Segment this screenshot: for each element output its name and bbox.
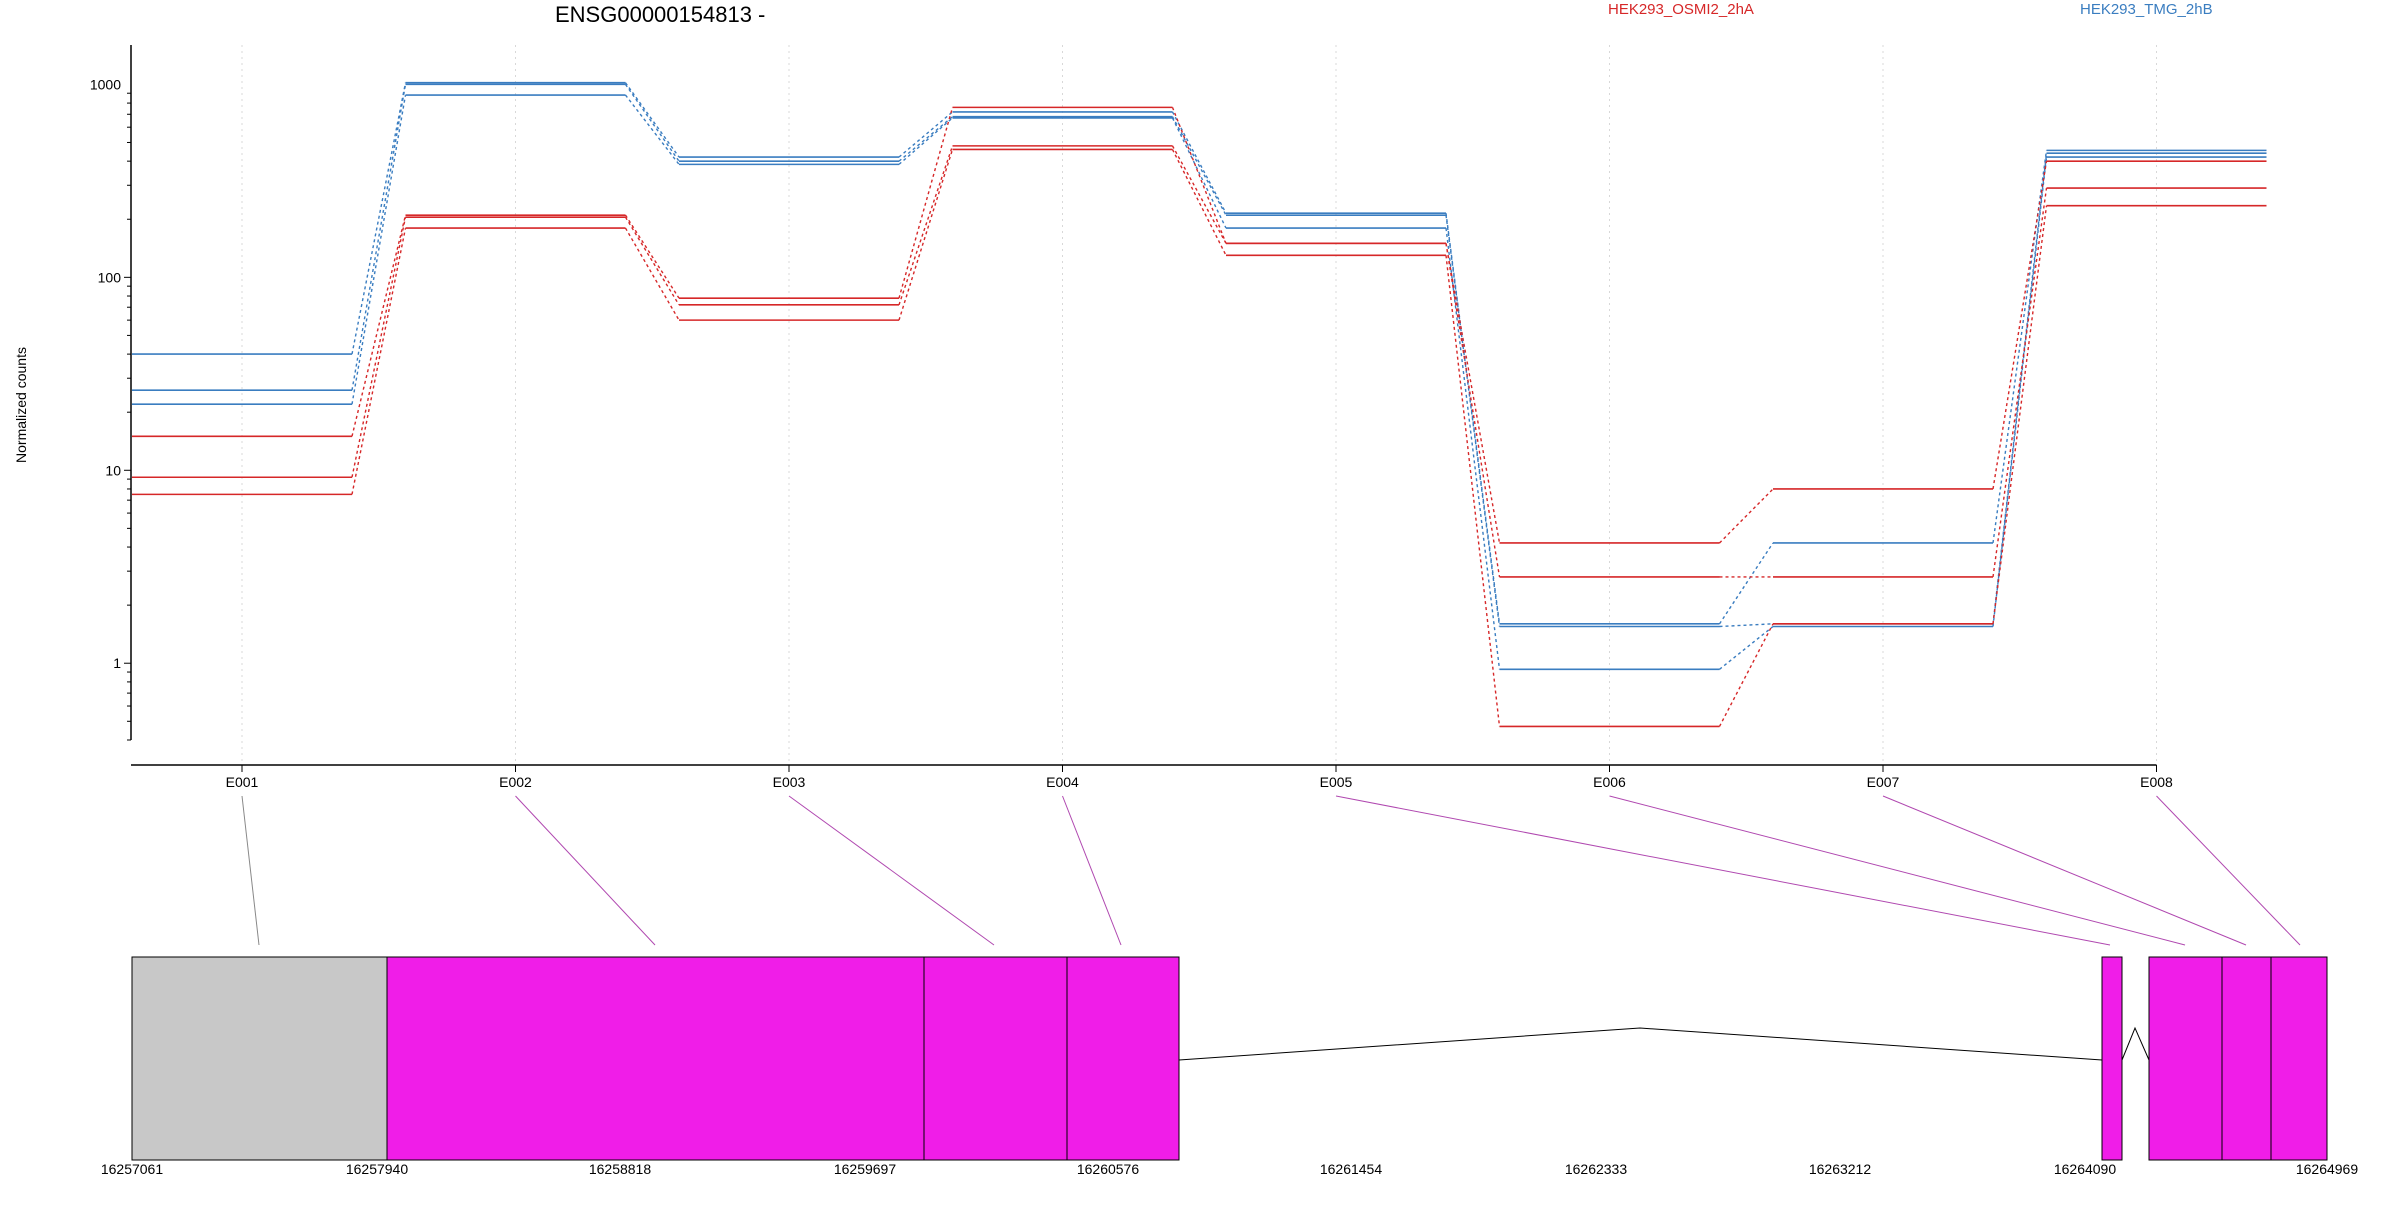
exon-box-e002 [386,956,925,1161]
series-connector [624,227,680,321]
series-connector [898,117,953,165]
exon-box-e008 [2270,956,2328,1161]
series-connector [624,94,680,165]
series-connector [1445,227,1501,670]
coord-label: 16259697 [834,1161,897,1177]
series-connector [1992,161,2048,490]
exon-box-e003 [923,956,1068,1161]
y-tick-label: 1 [113,655,121,671]
coord-label: 16260576 [1077,1161,1140,1177]
x-tick-label-e002: E002 [499,774,532,790]
series-lines [132,81,2267,728]
series-connector [898,149,954,321]
series-connector [351,84,407,391]
exon-box-e004 [1066,956,1180,1161]
series-connector [351,94,407,405]
series-connector [898,107,954,299]
x-tick-label-e007: E007 [1867,774,1900,790]
series-connector [1171,145,1227,244]
coord-label: 16258818 [589,1161,652,1177]
series-1 [132,81,2267,625]
series-connector [1992,156,2048,627]
coord-label: 16262333 [1565,1161,1628,1177]
connector-e006 [1609,795,2186,946]
series-connector [351,217,407,478]
series-connector [1171,116,1227,216]
series-connector [351,214,407,437]
intron-line [2121,1026,2150,1061]
series-connector [351,82,407,355]
series-connector [1171,149,1227,256]
y-tick-label: 100 [98,269,122,285]
series-connector [1719,488,1774,544]
gene-model: 16257061 16257940 16258818 16259697 16260576… [101,956,2359,1177]
series-connector [1992,205,2048,624]
series-connector [1718,623,1774,727]
series-connector [624,216,680,306]
legend-label-tmg: HEK293_TMG_2hB [2080,1,2213,18]
series-connector [1445,243,1501,578]
series-connector [1445,255,1501,727]
connector-e007 [1882,795,2247,946]
y-axis-label: Normalized counts [13,347,29,463]
series-connector [1171,107,1227,244]
series-5 [132,145,2267,578]
series-connector [624,83,680,162]
series-connector [1445,243,1501,544]
series-connector [624,82,680,158]
exon-box-e005 [2101,956,2123,1161]
coord-label: 16263212 [1809,1161,1872,1177]
coord-label: 16264090 [2054,1161,2117,1177]
series-connector [624,214,680,299]
x-tick-label-e006: E006 [1593,774,1626,790]
series-connector [1992,153,2048,624]
coord-label: 16264969 [2296,1161,2359,1177]
legend-label-osmi2: HEK293_OSMI2_2hA [1608,1,1754,18]
series-connector [1718,542,1774,625]
series-connector [1719,625,1774,670]
y-tick-label: 1000 [90,76,121,92]
x-tick-label-e004: E004 [1046,774,1079,790]
series-6 [132,148,2267,728]
series-connector [1171,117,1227,229]
coord-label: 16257061 [101,1161,164,1177]
connector-e004 [1062,795,1122,946]
axes: 1 10 100 1000 E001 E002 E003 E004 E005 E006 E007 E0… [90,45,2173,790]
x-tick-label-e008: E008 [2140,774,2173,790]
chart-title: ENSG00000154813 - [555,2,765,27]
grid-lines [241,45,2157,765]
exon-box-e007 [2221,956,2272,1161]
x-tick-label-e005: E005 [1320,774,1353,790]
exon-connectors [241,795,2301,946]
connector-e003 [788,795,995,946]
x-tick-label-e003: E003 [773,774,806,790]
x-tick-label-e001: E001 [226,774,259,790]
series-2 [132,83,2267,628]
series-connector [1719,623,1774,628]
exon-box-e006 [2148,956,2223,1161]
series-connector [898,116,953,162]
connector-e002 [515,795,656,946]
connector-e008 [2156,795,2301,946]
exon-box-e001 [131,956,388,1161]
series-3 [132,94,2267,671]
y-tick-label: 10 [105,462,121,478]
coord-label: 16257940 [346,1161,409,1177]
connector-e001 [241,795,260,946]
coord-label: 16261454 [1320,1161,1383,1177]
connector-e005 [1335,795,2111,946]
series-connector [898,145,954,306]
intron-line [1178,1027,2103,1061]
series-connector [1171,111,1227,214]
